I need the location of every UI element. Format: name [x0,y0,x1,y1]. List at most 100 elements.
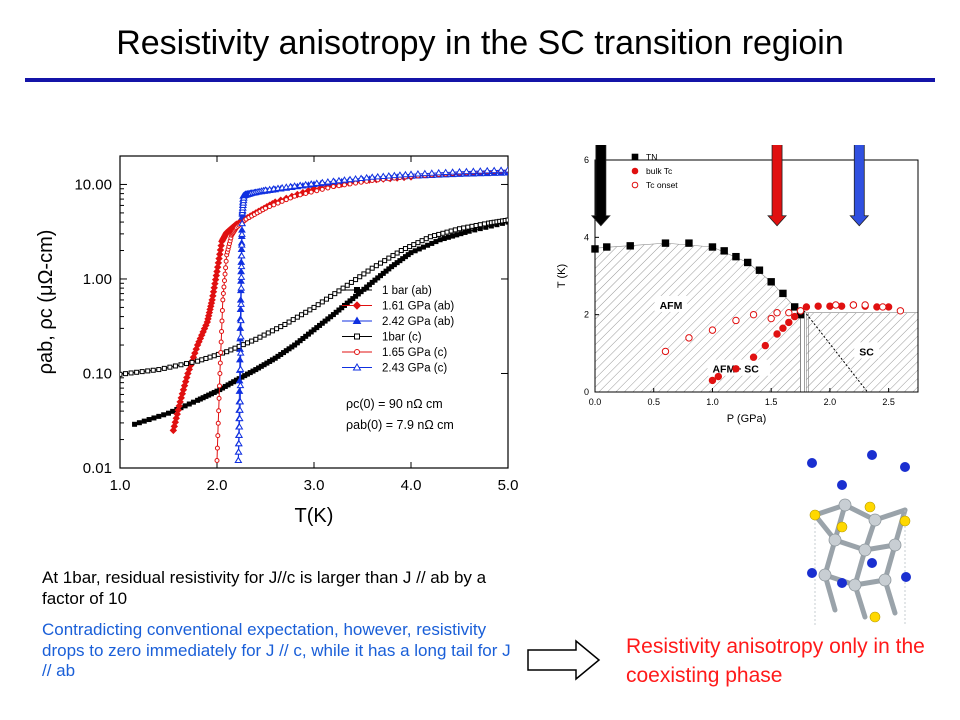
data-point [161,412,167,418]
data-point [432,233,438,239]
x-tick-label: 1.0 [110,477,131,494]
region-label-bg [854,342,880,359]
data-point [282,321,288,327]
data-point [323,178,332,185]
data-point [373,172,382,180]
data-point [369,265,375,271]
x-tick-label: 2.0 [207,477,228,494]
data-point [235,376,244,384]
data-point [238,230,246,237]
data-point [504,166,508,173]
series-1 [591,239,805,319]
data-point [184,361,190,367]
pressure-arrow-icon [590,145,611,227]
data-point [132,421,138,427]
data-point [190,399,196,405]
note-residual-resistivity: At 1bar, residual resistivity for J//c i… [42,568,487,608]
data-point [228,347,234,353]
data-point [461,225,467,231]
data-point [423,236,429,242]
data-point [136,420,142,426]
data-point [214,445,220,451]
data-point [156,413,162,419]
data-point [308,189,314,195]
data-point [436,231,442,237]
data-point [416,246,422,252]
data-point [236,324,245,331]
data-point [275,200,281,206]
data-point [411,242,417,248]
data-point [240,342,246,348]
series-6 [234,166,508,464]
data-point [434,168,443,176]
data-point [427,234,433,240]
data-point [340,176,349,183]
data-point [420,169,429,177]
data-point [708,326,717,334]
data-point [224,349,230,355]
data-point [390,171,399,179]
data-point [412,248,418,254]
data-point [218,349,224,355]
data-point [341,182,347,188]
data-point [353,180,359,186]
plot-frame [594,159,919,393]
data-point [462,229,468,235]
legend-label: 1 bar (ab) [382,285,432,297]
data-point [732,365,740,373]
data-point [481,221,487,227]
data-point [311,304,317,310]
data-point [773,330,781,338]
data-point [448,228,454,234]
data-point [296,181,305,188]
data-point [444,229,450,235]
legend-marker [631,181,639,189]
annotation: ρc(0) = 90 nΩ cm [346,397,443,411]
data-point [267,204,273,210]
data-point [437,237,443,243]
data-point [408,250,414,256]
data-point [223,265,229,271]
x-axis-label: P (GPa) [727,413,767,425]
data-point [332,291,338,297]
data-point [274,326,280,332]
data-point [235,355,244,363]
data-point [278,324,284,330]
legend-marker [354,287,360,293]
data-point [591,245,599,253]
legend-label: TN [646,152,657,162]
data-point [235,423,244,430]
data-point [454,232,460,238]
data-point [365,268,371,274]
data-point [344,282,350,288]
data-point [849,301,858,309]
data-point [297,192,303,198]
data-point [407,170,415,177]
data-point [218,339,224,345]
data-point [779,324,787,332]
data-point [315,302,321,308]
data-point [237,284,246,291]
data-point [156,367,162,373]
data-point [368,173,377,180]
data-point [189,359,195,365]
data-point [236,381,245,389]
data-point [314,188,320,194]
data-point [211,353,217,359]
data-point [220,297,226,303]
data-point [128,370,134,376]
pressure-arrow-icon [849,145,870,227]
data-point [271,202,277,208]
data-point [286,319,292,325]
x-tick-label: 2.5 [882,397,895,407]
data-point [685,239,693,247]
legend-label: bulk Tc [646,166,673,176]
data-point [172,363,178,369]
conclusion-text: Resistivity anisotropy only in the coexi… [626,635,925,687]
data-point [294,314,300,320]
data-point [785,318,793,327]
data-point [235,431,244,438]
data-point [301,180,310,188]
data-point [219,328,225,334]
series-3 [661,301,905,356]
